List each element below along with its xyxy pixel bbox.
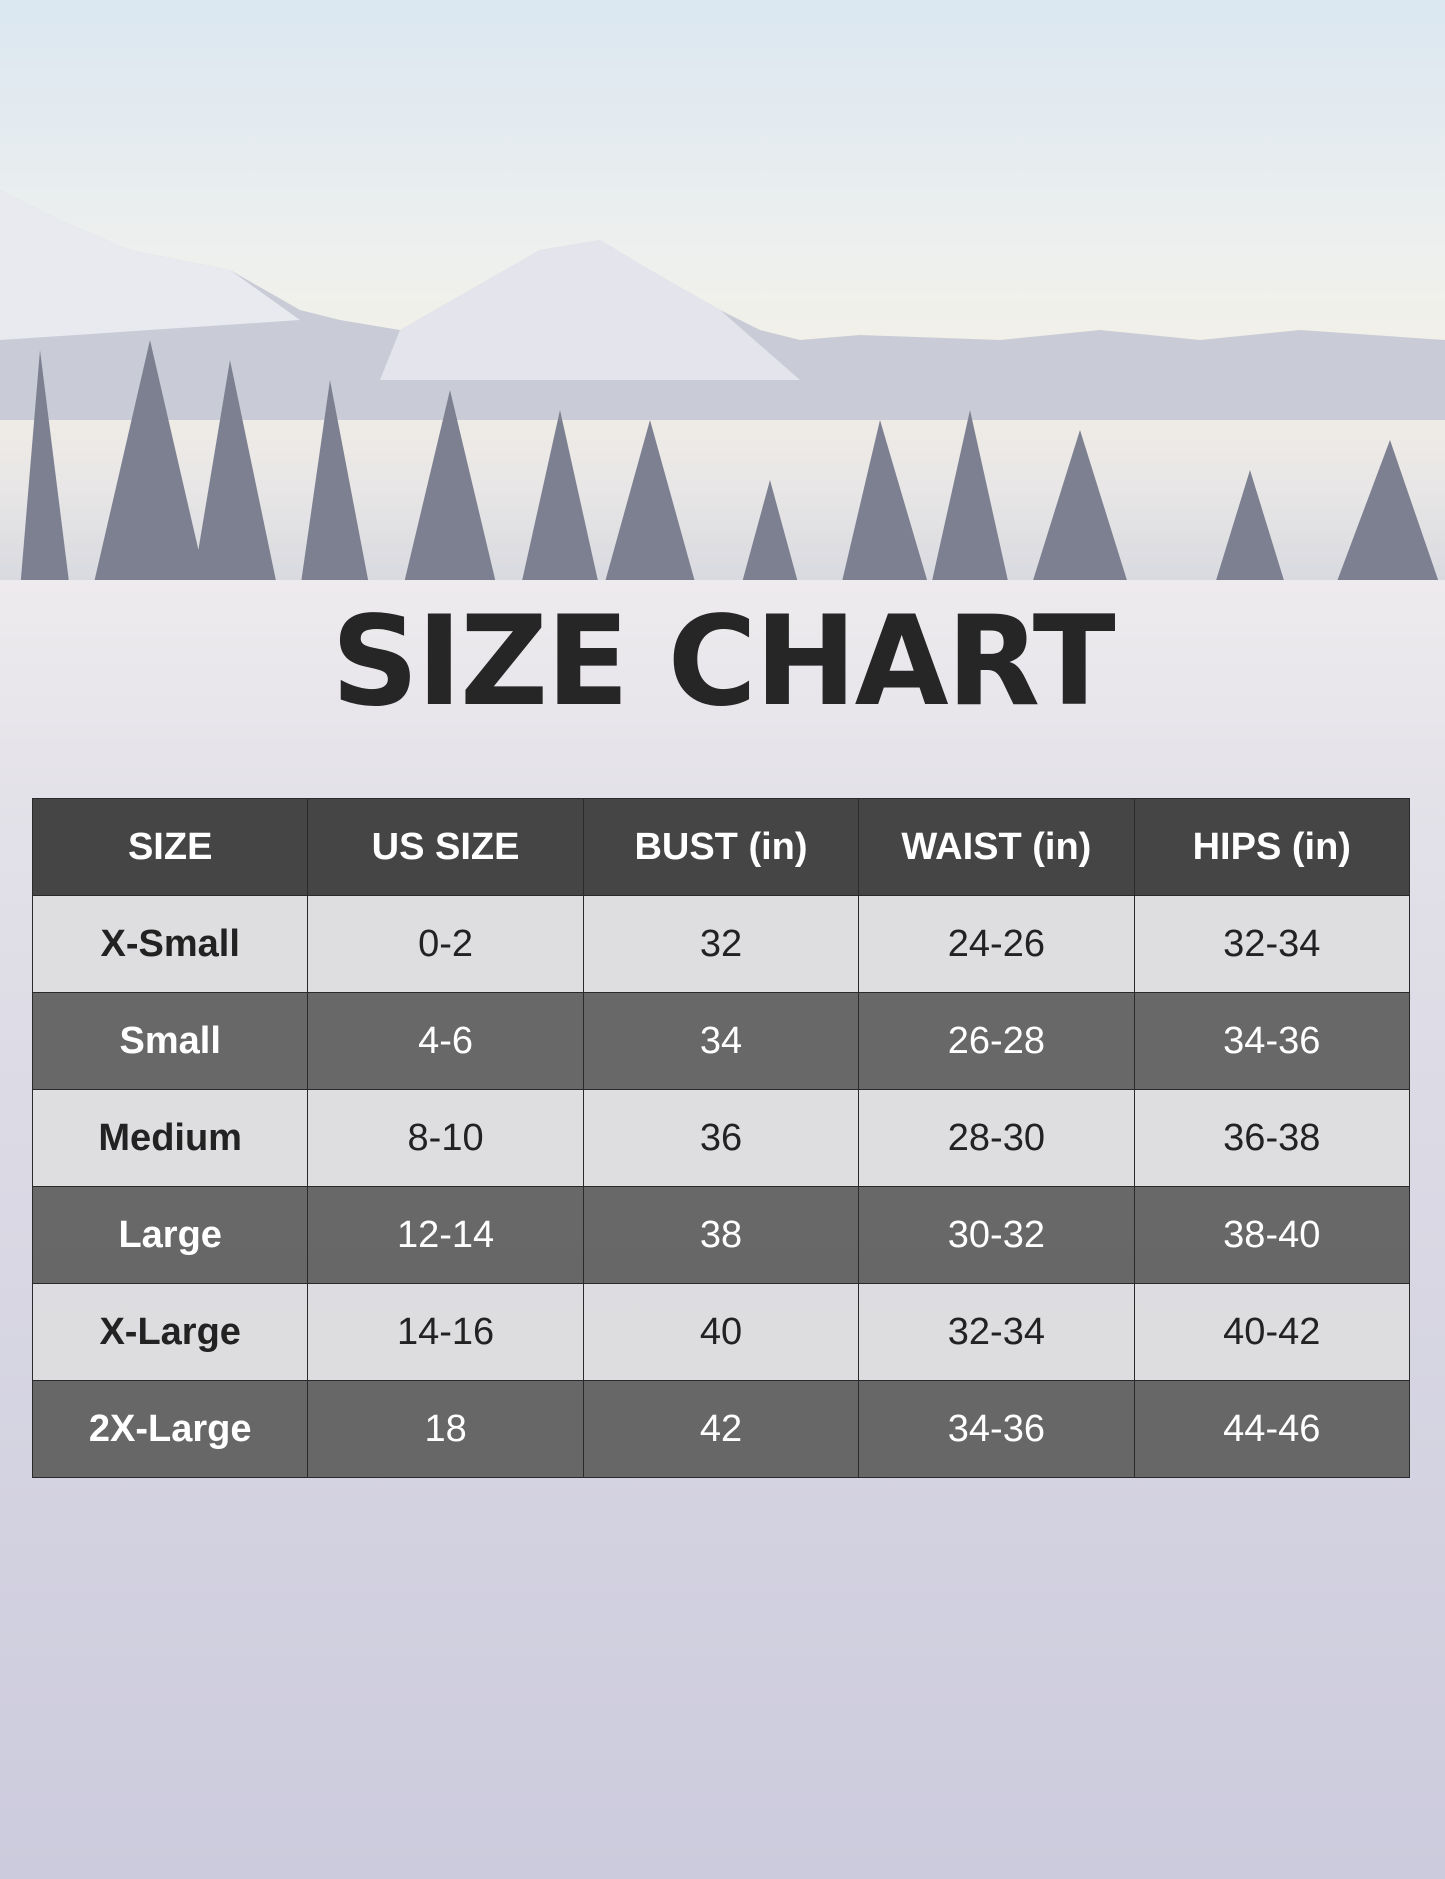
table-cell: Large [31, 1186, 309, 1284]
table-cell: 40 [582, 1283, 860, 1381]
column-header: HIPS (in) [1133, 798, 1411, 896]
table-cell: 32-34 [1133, 895, 1411, 993]
mountains-background [0, 190, 1445, 420]
column-header: WAIST (in) [858, 798, 1135, 896]
table-cell: 0-2 [307, 895, 584, 993]
table-row: Medium 8-10 36 28-30 36-38 [31, 1089, 1411, 1187]
table-cell: 44-46 [1133, 1380, 1411, 1478]
table-row: Large 12-14 38 30-32 38-40 [31, 1186, 1411, 1284]
table-row: X-Large 14-16 40 32-34 40-42 [31, 1283, 1411, 1381]
table-cell: 14-16 [307, 1283, 584, 1381]
table-cell: 36-38 [1133, 1089, 1411, 1187]
size-chart-table: SIZE US SIZE BUST (in) WAIST (in) HIPS (… [31, 798, 1411, 1478]
table-cell: X-Small [31, 895, 309, 993]
table-cell: 34-36 [858, 1380, 1135, 1478]
table-cell: 18 [307, 1380, 584, 1478]
table-cell: 2X-Large [31, 1380, 309, 1478]
table-cell: 36 [582, 1089, 860, 1187]
table-cell: 30-32 [858, 1186, 1135, 1284]
table-row: X-Small 0-2 32 24-26 32-34 [31, 895, 1411, 993]
trees-background [20, 340, 1445, 600]
table-cell: 8-10 [307, 1089, 584, 1187]
table-cell: 4-6 [307, 992, 584, 1090]
table-cell: 12-14 [307, 1186, 584, 1284]
table-header-row: SIZE US SIZE BUST (in) WAIST (in) HIPS (… [31, 798, 1411, 896]
table-cell: 26-28 [858, 992, 1135, 1090]
table-cell: 34-36 [1133, 992, 1411, 1090]
table-cell: 28-30 [858, 1089, 1135, 1187]
table-cell: 34 [582, 992, 860, 1090]
page-title: SIZE CHART [331, 590, 1115, 734]
table-row: Small 4-6 34 26-28 34-36 [31, 992, 1411, 1090]
column-header: US SIZE [307, 798, 584, 896]
table-cell: X-Large [31, 1283, 309, 1381]
table-cell: 32 [582, 895, 860, 993]
table-cell: Medium [31, 1089, 309, 1187]
table-cell: 38-40 [1133, 1186, 1411, 1284]
column-header: BUST (in) [582, 798, 860, 896]
table-cell: 38 [582, 1186, 860, 1284]
table-cell: 32-34 [858, 1283, 1135, 1381]
table-cell: 42 [582, 1380, 860, 1478]
table-cell: 24-26 [858, 895, 1135, 993]
table-cell: 40-42 [1133, 1283, 1411, 1381]
column-header: SIZE [31, 798, 309, 896]
table-cell: Small [31, 992, 309, 1090]
table-row: 2X-Large 18 42 34-36 44-46 [31, 1380, 1411, 1478]
